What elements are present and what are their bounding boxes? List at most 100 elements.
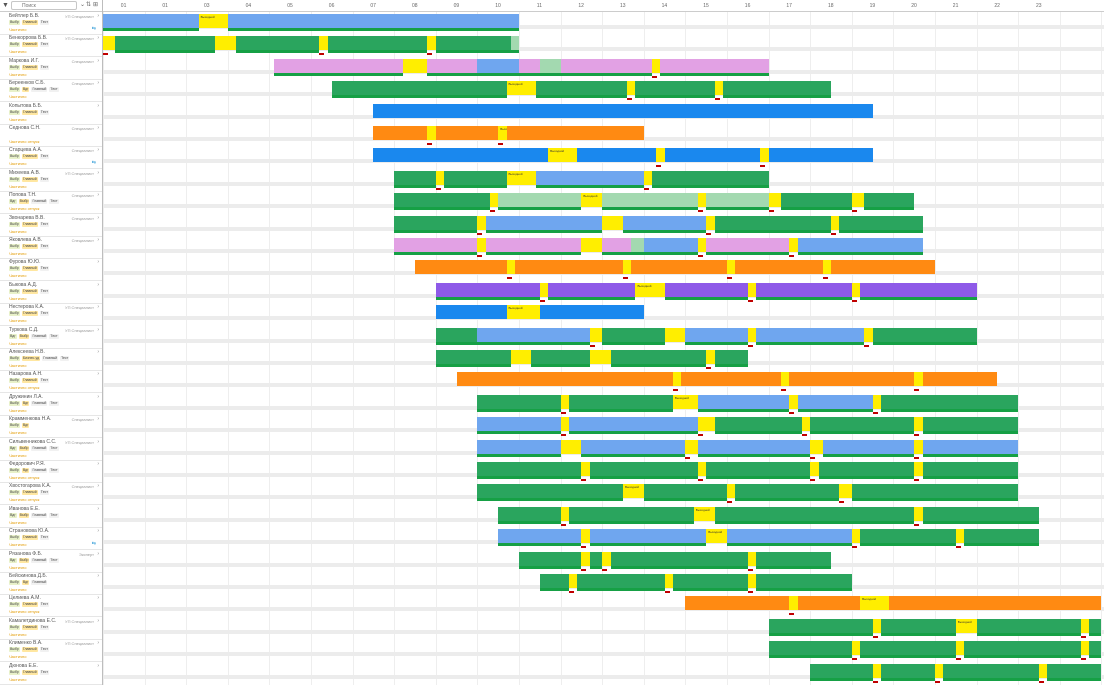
shift-bar[interactable] [435, 305, 507, 320]
employee-row[interactable]: Седнова С.Н. Специалист › Частично отпуск [0, 124, 102, 147]
shift-bar[interactable] [797, 596, 861, 611]
filter-icon[interactable]: ▼ [2, 2, 9, 9]
expand-row-icon[interactable]: › [97, 416, 99, 423]
employee-name[interactable]: Дружинин Л.А. [9, 393, 43, 400]
day-off-block[interactable] [656, 148, 665, 163]
shift-bar[interactable] [373, 103, 873, 118]
employee-name[interactable]: Крамменкова Н.А. [9, 416, 52, 423]
shift-bar[interactable] [535, 81, 628, 96]
shift-bar[interactable] [415, 260, 507, 275]
expand-row-icon[interactable]: › [97, 214, 99, 221]
shift-bar[interactable] [539, 574, 569, 588]
shift-bar[interactable] [568, 506, 694, 521]
shift-bar[interactable] [581, 439, 686, 454]
employee-name[interactable]: Целиева А.М. [9, 595, 41, 602]
day-off-block[interactable] [319, 36, 328, 51]
employee-row[interactable]: Фурова Ю.Ю. › Выбр Главный Тест Частично [0, 258, 102, 282]
employee-name[interactable]: Федорович Р.Я. [9, 461, 45, 467]
day-off-block[interactable] [589, 327, 603, 342]
day-off-block[interactable] [427, 36, 436, 51]
day-off-block[interactable] [714, 81, 723, 96]
employee-row[interactable]: Береенков С.Б. Специалист › Выбр Вдг Главный Т… [0, 79, 102, 103]
expand-row-icon[interactable]: › [97, 393, 99, 400]
day-off-block[interactable] [672, 372, 682, 387]
day-off-block[interactable] [560, 506, 569, 521]
day-off-block[interactable] [697, 238, 707, 252]
day-off-block[interactable] [581, 551, 590, 566]
shift-bar[interactable] [768, 618, 873, 633]
shift-bar[interactable] [394, 238, 478, 252]
day-off-block[interactable] [602, 215, 623, 230]
shift-bar[interactable] [706, 193, 769, 208]
link-icon[interactable]: ⇆ [91, 26, 96, 32]
day-off-block[interactable] [760, 148, 769, 163]
shift-bar[interactable] [577, 148, 657, 163]
day-off-block[interactable] [872, 394, 881, 409]
shift-bar[interactable] [976, 618, 1081, 633]
day-off-block[interactable] [1080, 641, 1089, 656]
day-off-block[interactable]: Выходной [693, 506, 715, 521]
shift-bar[interactable] [922, 372, 998, 387]
shift-bar[interactable] [672, 574, 748, 588]
employee-row[interactable]: Туркова С.Д. УП Специалист › Вдг Выбр Главный… [0, 326, 102, 349]
shift-bar[interactable] [789, 372, 915, 387]
day-off-block[interactable] [697, 462, 707, 476]
day-off-block[interactable]: Выходной [506, 81, 536, 96]
shift-bar[interactable] [477, 417, 561, 432]
expand-row-icon[interactable]: › [97, 237, 99, 243]
shift-bar[interactable] [735, 260, 823, 275]
day-off-block[interactable]: Выходной [581, 193, 603, 208]
shift-bar[interactable] [373, 126, 428, 140]
shift-bar[interactable] [831, 260, 935, 275]
settings-icon[interactable]: ⊞ [93, 2, 99, 8]
day-off-block[interactable] [810, 439, 823, 454]
shift-bar[interactable] [394, 193, 490, 208]
day-off-block[interactable] [427, 126, 436, 140]
employee-name[interactable]: Старцева А.А. [9, 147, 43, 154]
shift-bar[interactable] [839, 215, 923, 230]
employee-row[interactable]: Дружинин Л.А. › Выбр Вдг Главный Тест Частично [0, 393, 102, 416]
shift-bar[interactable] [477, 327, 590, 342]
day-off-block[interactable] [789, 596, 798, 611]
employee-row[interactable]: Яковлева А.В. Специалист › Выбр Главный Тест Ч… [0, 236, 102, 259]
day-off-block[interactable]: Выходной [506, 305, 540, 320]
employee-name[interactable]: Береенков С.Б. [9, 80, 45, 87]
shift-bar[interactable] [860, 282, 977, 297]
shift-bar[interactable] [623, 215, 707, 230]
shift-bar[interactable] [435, 327, 478, 342]
day-off-block[interactable]: Выходной [672, 394, 698, 409]
day-off-block[interactable] [851, 193, 865, 208]
day-off-block[interactable] [801, 417, 811, 432]
expand-row-icon[interactable]: › [97, 259, 99, 266]
employee-row[interactable]: Маркова И.Г. Специалист › Выбр Главный Тест Ча… [0, 57, 102, 80]
day-off-block[interactable] [768, 193, 782, 208]
shift-bar[interactable] [922, 506, 1039, 521]
day-off-block[interactable] [664, 574, 673, 588]
shift-bar[interactable] [227, 14, 316, 28]
search-input[interactable] [11, 1, 77, 10]
shift-bar[interactable] [568, 417, 698, 432]
expand-row-icon[interactable]: › [97, 192, 99, 199]
shift-bar[interactable] [781, 193, 852, 208]
day-off-block[interactable] [623, 260, 632, 275]
shift-bar[interactable] [964, 641, 1081, 656]
shift-bar[interactable] [660, 58, 769, 73]
shift-bar[interactable] [722, 81, 831, 96]
shift-bar[interactable] [864, 193, 915, 208]
shift-bar[interactable] [943, 663, 1039, 678]
shift-bar[interactable] [394, 170, 436, 185]
shift-bar[interactable] [706, 238, 790, 252]
shift-bar[interactable] [315, 14, 424, 28]
expand-row-icon[interactable]: › [97, 550, 99, 557]
shift-bar[interactable] [589, 529, 707, 544]
shift-bar[interactable] [697, 394, 790, 409]
day-off-block[interactable] [747, 551, 757, 566]
employee-name[interactable]: Копытова Б.Б. [9, 102, 43, 109]
day-off-block[interactable] [560, 417, 569, 432]
day-off-block[interactable] [510, 350, 532, 364]
day-off-block[interactable] [789, 238, 798, 252]
shift-bar[interactable] [756, 327, 865, 342]
employee-name[interactable]: Попова Т.Н. [9, 192, 37, 199]
employee-name[interactable]: Нестерова К.А. [9, 304, 45, 311]
shift-bar[interactable] [548, 282, 636, 297]
